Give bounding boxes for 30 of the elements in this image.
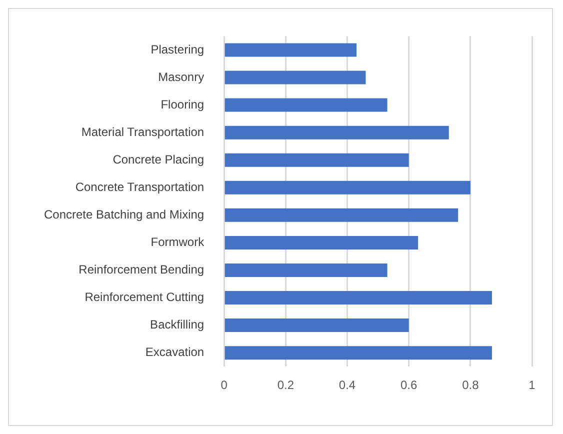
bar — [224, 126, 449, 140]
x-tick-label: 0 — [220, 378, 228, 392]
bar — [224, 180, 470, 194]
y-tick-label: Plastering — [150, 42, 204, 56]
bar — [224, 236, 418, 250]
bar — [224, 153, 409, 167]
bar — [224, 43, 356, 57]
x-tick-label: 1 — [528, 378, 536, 392]
y-tick-label: Excavation — [145, 345, 204, 360]
y-tick-label: Material Transportation — [81, 124, 204, 139]
x-tick-label: 0.6 — [400, 378, 418, 392]
y-tick-label: Concrete Placing — [112, 152, 204, 166]
x-tick-label: 0.2 — [277, 378, 294, 392]
bar — [224, 291, 492, 305]
x-tick-label: 0.4 — [338, 378, 356, 392]
y-tick-label: Formwork — [150, 235, 206, 250]
bar — [224, 263, 388, 277]
y-tick-label: Flooring — [160, 97, 204, 112]
y-tick-label: Masonry — [158, 70, 204, 84]
x-tick-label: 0.8 — [462, 378, 480, 392]
bar — [224, 208, 458, 222]
y-tick-label: Reinforcement Bending — [78, 262, 204, 277]
y-tick-label: Backfilling — [150, 318, 204, 332]
y-tick-label: Concrete Batching and Mixing — [44, 207, 204, 222]
y-tick-label: Reinforcement Cutting — [84, 290, 204, 304]
bar — [224, 98, 388, 112]
bar — [224, 346, 492, 360]
bar — [224, 70, 366, 84]
bar — [224, 318, 409, 332]
y-tick-label: Concrete Transportation — [75, 180, 204, 194]
